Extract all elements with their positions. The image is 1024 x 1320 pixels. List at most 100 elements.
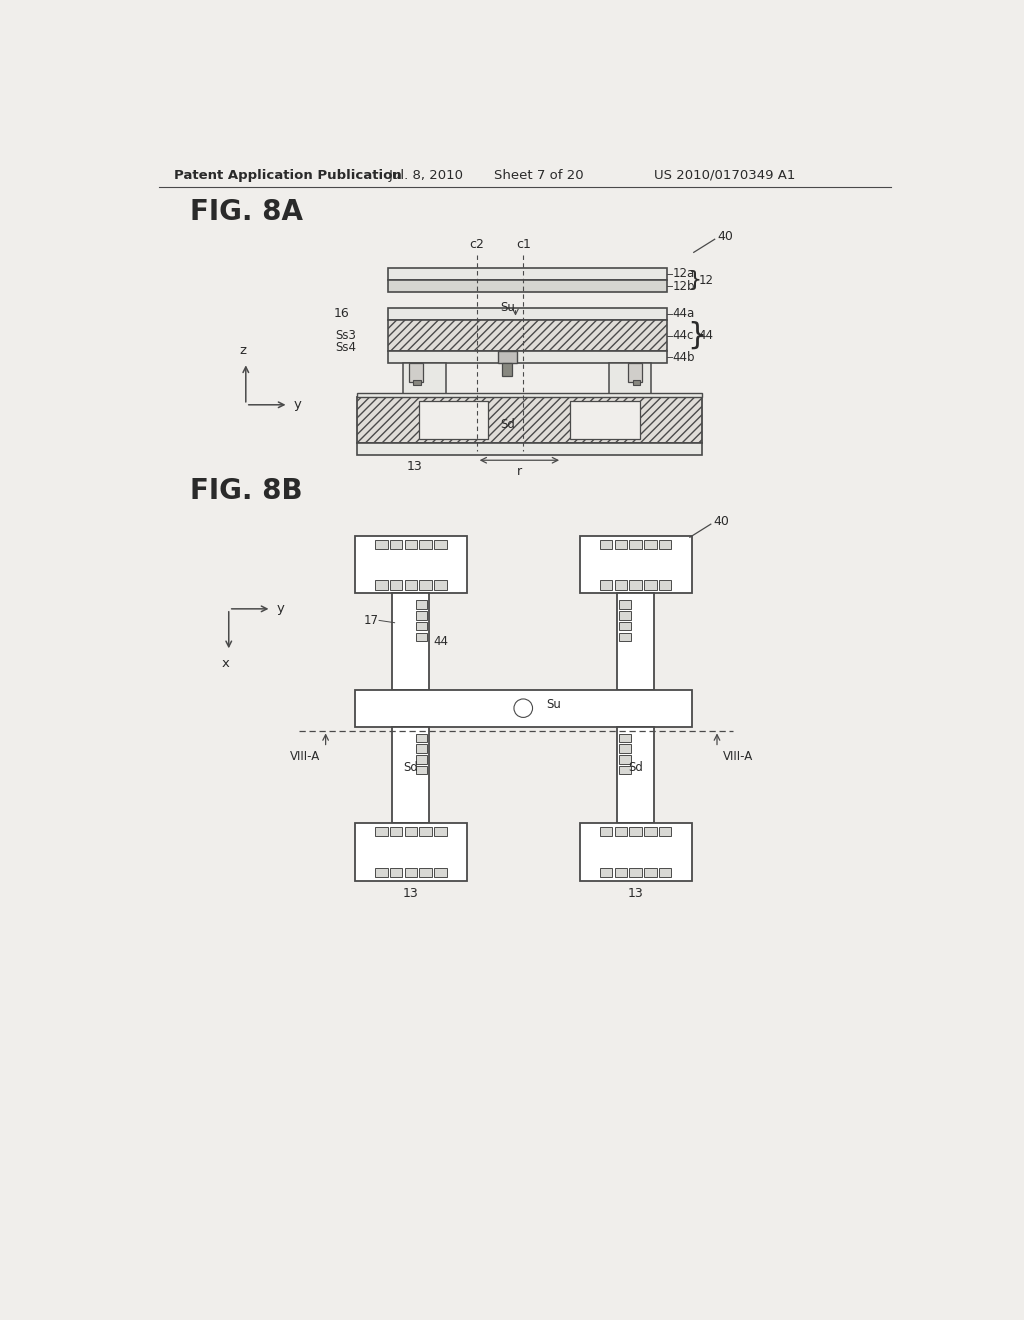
- Bar: [614, 867, 627, 876]
- Bar: [419, 401, 488, 440]
- Bar: [416, 744, 427, 752]
- Text: 44a: 44a: [673, 308, 695, 321]
- Bar: [392, 726, 429, 822]
- Text: 13: 13: [403, 887, 419, 900]
- Bar: [416, 766, 427, 775]
- Bar: [416, 734, 427, 742]
- Bar: [620, 744, 631, 752]
- Text: c2: c2: [469, 238, 484, 251]
- Bar: [620, 611, 631, 619]
- Bar: [644, 826, 656, 836]
- Bar: [409, 363, 423, 381]
- Bar: [569, 401, 640, 440]
- Bar: [404, 826, 417, 836]
- Text: US 2010/0170349 A1: US 2010/0170349 A1: [654, 169, 796, 182]
- Text: 44: 44: [698, 329, 714, 342]
- Bar: [628, 363, 642, 381]
- Bar: [416, 755, 427, 763]
- Text: Sd: Sd: [628, 760, 643, 774]
- Text: 44c: 44c: [673, 329, 694, 342]
- Bar: [390, 581, 402, 590]
- Bar: [356, 397, 701, 444]
- Text: z: z: [240, 345, 246, 358]
- Text: 12: 12: [698, 273, 714, 286]
- Bar: [620, 766, 631, 775]
- Text: c1: c1: [516, 238, 530, 251]
- Text: 44b: 44b: [673, 351, 695, 363]
- Bar: [620, 734, 631, 742]
- Bar: [600, 867, 612, 876]
- Bar: [420, 540, 432, 549]
- Bar: [614, 581, 627, 590]
- Text: y: y: [276, 602, 285, 615]
- Bar: [388, 280, 667, 293]
- Bar: [375, 581, 388, 590]
- Bar: [416, 611, 427, 619]
- Bar: [420, 826, 432, 836]
- Text: 17: 17: [364, 614, 378, 627]
- Bar: [416, 601, 427, 609]
- Text: Su: Su: [501, 301, 515, 314]
- Bar: [390, 867, 402, 876]
- Bar: [600, 581, 612, 590]
- Bar: [644, 867, 656, 876]
- Bar: [404, 867, 417, 876]
- Bar: [420, 867, 432, 876]
- Bar: [644, 540, 656, 549]
- Bar: [355, 822, 467, 880]
- Bar: [614, 826, 627, 836]
- Bar: [617, 594, 654, 689]
- Bar: [614, 540, 627, 549]
- Bar: [356, 444, 701, 455]
- Bar: [503, 363, 512, 376]
- Bar: [420, 581, 432, 590]
- Bar: [434, 826, 446, 836]
- Bar: [404, 581, 417, 590]
- Bar: [403, 363, 445, 397]
- Text: }: }: [687, 321, 707, 350]
- Bar: [620, 601, 631, 609]
- Bar: [658, 867, 672, 876]
- Text: Patent Application Publication: Patent Application Publication: [174, 169, 402, 182]
- Text: Ss3: Ss3: [335, 329, 356, 342]
- Bar: [630, 581, 642, 590]
- Bar: [416, 622, 427, 631]
- Bar: [658, 826, 672, 836]
- Bar: [392, 594, 429, 689]
- Bar: [644, 581, 656, 590]
- Text: Su: Su: [547, 698, 561, 711]
- Bar: [388, 321, 667, 351]
- Text: 44: 44: [433, 635, 449, 648]
- Bar: [388, 268, 667, 280]
- Text: FIG. 8B: FIG. 8B: [190, 477, 303, 506]
- Bar: [355, 536, 467, 594]
- Bar: [434, 540, 446, 549]
- Bar: [633, 380, 640, 385]
- Text: VIII-A: VIII-A: [290, 750, 321, 763]
- Text: Jul. 8, 2010: Jul. 8, 2010: [389, 169, 464, 182]
- Text: x: x: [222, 656, 229, 669]
- Bar: [600, 826, 612, 836]
- Text: }: }: [687, 271, 701, 290]
- Bar: [434, 867, 446, 876]
- Bar: [620, 755, 631, 763]
- Text: y: y: [294, 399, 302, 412]
- Bar: [416, 632, 427, 642]
- Bar: [658, 581, 672, 590]
- Bar: [580, 822, 692, 880]
- Bar: [375, 540, 388, 549]
- Bar: [356, 393, 701, 397]
- Bar: [375, 867, 388, 876]
- Text: VIII-A: VIII-A: [723, 750, 754, 763]
- Bar: [630, 540, 642, 549]
- Text: 12b: 12b: [673, 280, 695, 293]
- Text: 40: 40: [713, 515, 729, 528]
- Bar: [375, 826, 388, 836]
- Bar: [630, 867, 642, 876]
- Bar: [355, 689, 692, 726]
- Bar: [620, 632, 631, 642]
- Bar: [608, 363, 651, 397]
- Text: FIG. 8A: FIG. 8A: [190, 198, 303, 226]
- Bar: [498, 351, 517, 363]
- Bar: [388, 308, 667, 321]
